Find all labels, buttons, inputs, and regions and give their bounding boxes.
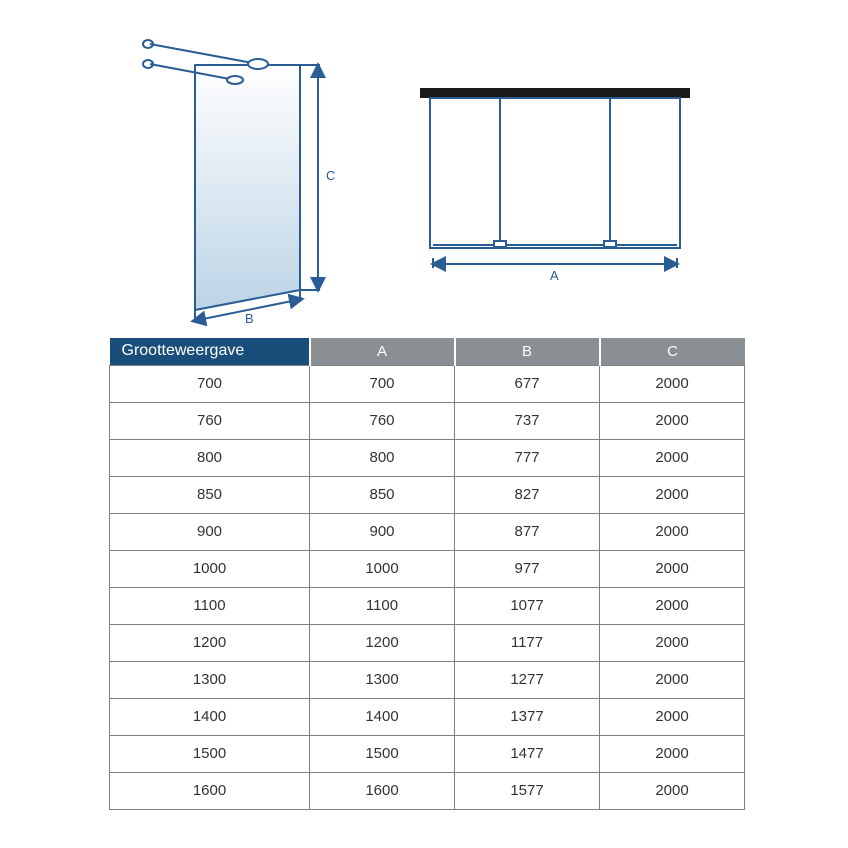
table-cell: 700 [310,365,455,402]
table-cell: 2000 [600,772,745,809]
table-cell: 877 [455,513,600,550]
table-cell: 2000 [600,624,745,661]
table-cell: 1177 [455,624,600,661]
table-cell: 2000 [600,735,745,772]
table-cell: 977 [455,550,600,587]
col-header-B: B [455,338,600,365]
table-row: 8508508272000 [110,476,745,513]
table-cell: 800 [110,439,310,476]
table-row: 9009008772000 [110,513,745,550]
table-cell: 1300 [110,661,310,698]
label-A: A [550,268,559,283]
diagrams-area: B C A [0,0,848,330]
table-cell: 900 [310,513,455,550]
col-header-A: A [310,338,455,365]
table-cell: 760 [110,402,310,439]
table-cell: 2000 [600,587,745,624]
table-cell: 2000 [600,513,745,550]
table-cell: 1100 [110,587,310,624]
table-cell: 2000 [600,439,745,476]
left-3d-panel: B C [143,40,335,326]
table-cell: 2000 [600,550,745,587]
table-cell: 1600 [310,772,455,809]
table-cell: 760 [310,402,455,439]
table-body: 7007006772000760760737200080080077720008… [110,365,745,809]
table-row: 1100110010772000 [110,587,745,624]
table-cell: 777 [455,439,600,476]
right-top-view: A [420,88,690,283]
table-cell: 700 [110,365,310,402]
table-cell: 800 [310,439,455,476]
table-cell: 850 [110,476,310,513]
table-row: 8008007772000 [110,439,745,476]
table-cell: 1477 [455,735,600,772]
size-table: Grootteweergave A B C 700700677200076076… [109,338,745,810]
table-cell: 1277 [455,661,600,698]
table-cell: 1500 [310,735,455,772]
table-row: 1400140013772000 [110,698,745,735]
col-header-C: C [600,338,745,365]
table-cell: 2000 [600,402,745,439]
table-cell: 900 [110,513,310,550]
table-cell: 1400 [110,698,310,735]
table-cell: 1100 [310,587,455,624]
table-row: 100010009772000 [110,550,745,587]
table-cell: 827 [455,476,600,513]
table-row: 7007006772000 [110,365,745,402]
table-cell: 1500 [110,735,310,772]
table-cell: 1077 [455,587,600,624]
technical-diagrams: B C A [0,0,848,330]
table-cell: 1000 [310,550,455,587]
table-cell: 2000 [600,476,745,513]
table-header: Grootteweergave A B C [110,338,745,365]
table-row: 7607607372000 [110,402,745,439]
table-row: 1200120011772000 [110,624,745,661]
table-cell: 737 [455,402,600,439]
table-cell: 1200 [310,624,455,661]
table-cell: 1000 [110,550,310,587]
table-cell: 1200 [110,624,310,661]
table-cell: 1600 [110,772,310,809]
table-cell: 2000 [600,661,745,698]
table-cell: 1300 [310,661,455,698]
label-C: C [326,168,335,183]
table-cell: 850 [310,476,455,513]
col-header-size: Grootteweergave [110,338,310,365]
table-cell: 1377 [455,698,600,735]
table-row: 1600160015772000 [110,772,745,809]
table-cell: 677 [455,365,600,402]
table-cell: 1400 [310,698,455,735]
label-B: B [245,311,254,326]
table-cell: 2000 [600,698,745,735]
table-row: 1300130012772000 [110,661,745,698]
table-cell: 2000 [600,365,745,402]
table-cell: 1577 [455,772,600,809]
table-row: 1500150014772000 [110,735,745,772]
